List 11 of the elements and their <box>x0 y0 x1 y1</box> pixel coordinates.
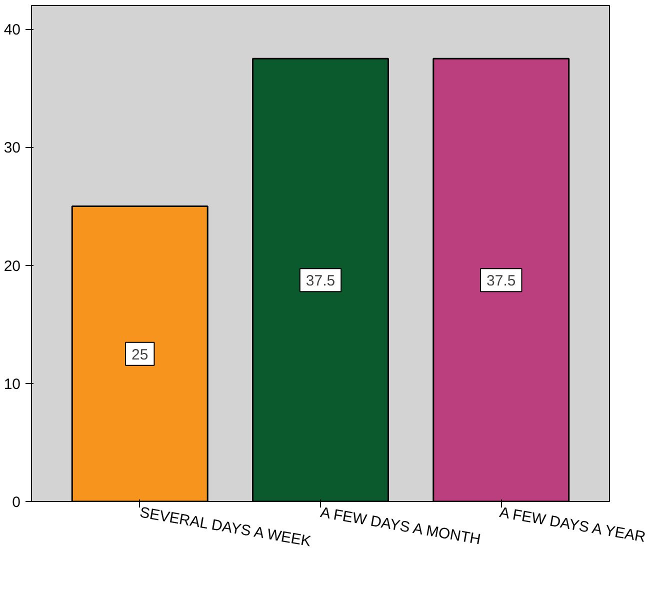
data-label: 25 <box>132 346 148 364</box>
y-tick-label: 20 <box>4 258 21 275</box>
x-tick-label: A FEW DAYS A MONTH <box>319 504 482 548</box>
data-label: 37.5 <box>486 272 516 290</box>
y-tick-label: 0 <box>12 494 20 511</box>
data-label: 37.5 <box>306 272 336 290</box>
x-tick-label: A FEW DAYS A YEAR <box>498 504 647 546</box>
y-tick-label: 40 <box>4 22 21 39</box>
y-tick-label: 30 <box>4 140 21 157</box>
y-tick-label: 10 <box>4 376 21 393</box>
x-tick-label: SEVERAL DAYS A WEEK <box>138 504 312 550</box>
